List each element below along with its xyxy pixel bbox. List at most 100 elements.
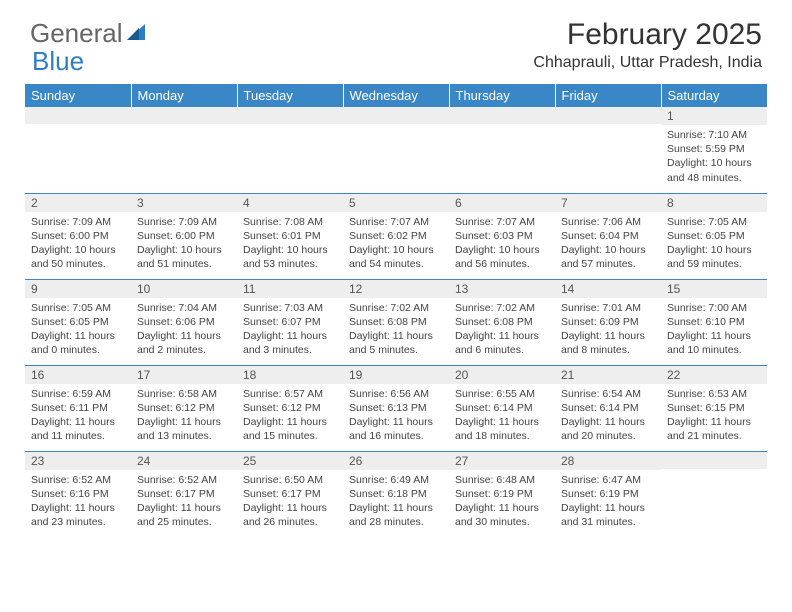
sunrise-text: Sunrise: 6:59 AM (31, 387, 125, 401)
calendar-day-cell: 21Sunrise: 6:54 AMSunset: 6:14 PMDayligh… (555, 365, 661, 451)
daylight-text: Daylight: 11 hours and 20 minutes. (561, 415, 655, 443)
calendar-day-cell: 5Sunrise: 7:07 AMSunset: 6:02 PMDaylight… (343, 193, 449, 279)
day-details: Sunrise: 7:04 AMSunset: 6:06 PMDaylight:… (131, 298, 237, 362)
day-number: 26 (343, 452, 449, 470)
day-details: Sunrise: 6:52 AMSunset: 6:16 PMDaylight:… (25, 470, 131, 534)
day-number: 28 (555, 452, 661, 470)
day-details: Sunrise: 7:07 AMSunset: 6:02 PMDaylight:… (343, 212, 449, 276)
daylight-text: Daylight: 10 hours and 54 minutes. (349, 243, 443, 271)
calendar-day-cell: 12Sunrise: 7:02 AMSunset: 6:08 PMDayligh… (343, 279, 449, 365)
calendar-week-row: 9Sunrise: 7:05 AMSunset: 6:05 PMDaylight… (25, 279, 767, 365)
calendar-day-cell: 20Sunrise: 6:55 AMSunset: 6:14 PMDayligh… (449, 365, 555, 451)
day-details: Sunrise: 7:02 AMSunset: 6:08 PMDaylight:… (343, 298, 449, 362)
calendar-day-cell: 19Sunrise: 6:56 AMSunset: 6:13 PMDayligh… (343, 365, 449, 451)
calendar-day-cell: 3Sunrise: 7:09 AMSunset: 6:00 PMDaylight… (131, 193, 237, 279)
day-number: 5 (343, 194, 449, 212)
sunset-text: Sunset: 6:16 PM (31, 487, 125, 501)
sunrise-text: Sunrise: 6:55 AM (455, 387, 549, 401)
day-number: 15 (661, 280, 767, 298)
day-details: Sunrise: 7:02 AMSunset: 6:08 PMDaylight:… (449, 298, 555, 362)
day-number: 21 (555, 366, 661, 384)
sunset-text: Sunset: 6:11 PM (31, 401, 125, 415)
day-number: 22 (661, 366, 767, 384)
calendar-day-cell: 28Sunrise: 6:47 AMSunset: 6:19 PMDayligh… (555, 451, 661, 537)
sunrise-text: Sunrise: 6:47 AM (561, 473, 655, 487)
sunrise-text: Sunrise: 7:02 AM (349, 301, 443, 315)
sunset-text: Sunset: 6:06 PM (137, 315, 231, 329)
sunset-text: Sunset: 6:07 PM (243, 315, 337, 329)
calendar-day-cell: 16Sunrise: 6:59 AMSunset: 6:11 PMDayligh… (25, 365, 131, 451)
sunrise-text: Sunrise: 7:02 AM (455, 301, 549, 315)
calendar-day-cell (343, 107, 449, 193)
daylight-text: Daylight: 11 hours and 5 minutes. (349, 329, 443, 357)
calendar-week-row: 16Sunrise: 6:59 AMSunset: 6:11 PMDayligh… (25, 365, 767, 451)
sunset-text: Sunset: 6:03 PM (455, 229, 549, 243)
day-details: Sunrise: 7:01 AMSunset: 6:09 PMDaylight:… (555, 298, 661, 362)
day-number (131, 107, 237, 124)
day-details: Sunrise: 6:53 AMSunset: 6:15 PMDaylight:… (661, 384, 767, 448)
sunrise-text: Sunrise: 7:07 AM (455, 215, 549, 229)
daylight-text: Daylight: 10 hours and 51 minutes. (137, 243, 231, 271)
calendar-day-cell: 7Sunrise: 7:06 AMSunset: 6:04 PMDaylight… (555, 193, 661, 279)
day-details: Sunrise: 6:57 AMSunset: 6:12 PMDaylight:… (237, 384, 343, 448)
day-details (343, 124, 449, 174)
sunset-text: Sunset: 6:14 PM (561, 401, 655, 415)
day-details: Sunrise: 6:47 AMSunset: 6:19 PMDaylight:… (555, 470, 661, 534)
calendar-day-cell: 17Sunrise: 6:58 AMSunset: 6:12 PMDayligh… (131, 365, 237, 451)
calendar-day-cell: 22Sunrise: 6:53 AMSunset: 6:15 PMDayligh… (661, 365, 767, 451)
calendar-week-row: 2Sunrise: 7:09 AMSunset: 6:00 PMDaylight… (25, 193, 767, 279)
calendar-day-cell: 18Sunrise: 6:57 AMSunset: 6:12 PMDayligh… (237, 365, 343, 451)
sunrise-text: Sunrise: 7:04 AM (137, 301, 231, 315)
sunrise-text: Sunrise: 6:50 AM (243, 473, 337, 487)
day-details: Sunrise: 7:03 AMSunset: 6:07 PMDaylight:… (237, 298, 343, 362)
calendar-week-row: 23Sunrise: 6:52 AMSunset: 6:16 PMDayligh… (25, 451, 767, 537)
day-number: 20 (449, 366, 555, 384)
day-details: Sunrise: 6:55 AMSunset: 6:14 PMDaylight:… (449, 384, 555, 448)
day-number: 18 (237, 366, 343, 384)
calendar-day-cell: 15Sunrise: 7:00 AMSunset: 6:10 PMDayligh… (661, 279, 767, 365)
day-details (555, 124, 661, 174)
sunset-text: Sunset: 6:10 PM (667, 315, 761, 329)
calendar-day-cell: 13Sunrise: 7:02 AMSunset: 6:08 PMDayligh… (449, 279, 555, 365)
calendar-day-cell (237, 107, 343, 193)
sunset-text: Sunset: 6:12 PM (137, 401, 231, 415)
day-details: Sunrise: 7:07 AMSunset: 6:03 PMDaylight:… (449, 212, 555, 276)
calendar-day-cell: 26Sunrise: 6:49 AMSunset: 6:18 PMDayligh… (343, 451, 449, 537)
calendar-day-cell: 14Sunrise: 7:01 AMSunset: 6:09 PMDayligh… (555, 279, 661, 365)
daylight-text: Daylight: 10 hours and 50 minutes. (31, 243, 125, 271)
daylight-text: Daylight: 10 hours and 48 minutes. (667, 156, 761, 184)
day-details: Sunrise: 6:52 AMSunset: 6:17 PMDaylight:… (131, 470, 237, 534)
daylight-text: Daylight: 10 hours and 59 minutes. (667, 243, 761, 271)
sunset-text: Sunset: 6:04 PM (561, 229, 655, 243)
month-title: February 2025 (533, 18, 762, 52)
sunrise-text: Sunrise: 7:03 AM (243, 301, 337, 315)
day-number: 2 (25, 194, 131, 212)
calendar-day-cell: 23Sunrise: 6:52 AMSunset: 6:16 PMDayligh… (25, 451, 131, 537)
day-details: Sunrise: 7:08 AMSunset: 6:01 PMDaylight:… (237, 212, 343, 276)
sunrise-text: Sunrise: 6:52 AM (31, 473, 125, 487)
sunset-text: Sunset: 6:05 PM (667, 229, 761, 243)
sunrise-text: Sunrise: 7:08 AM (243, 215, 337, 229)
day-number: 7 (555, 194, 661, 212)
sunrise-text: Sunrise: 7:01 AM (561, 301, 655, 315)
day-details: Sunrise: 6:54 AMSunset: 6:14 PMDaylight:… (555, 384, 661, 448)
day-details: Sunrise: 6:50 AMSunset: 6:17 PMDaylight:… (237, 470, 343, 534)
calendar-day-cell: 9Sunrise: 7:05 AMSunset: 6:05 PMDaylight… (25, 279, 131, 365)
sunrise-text: Sunrise: 7:05 AM (667, 215, 761, 229)
day-number (449, 107, 555, 124)
daylight-text: Daylight: 10 hours and 53 minutes. (243, 243, 337, 271)
daylight-text: Daylight: 11 hours and 28 minutes. (349, 501, 443, 529)
sunset-text: Sunset: 6:00 PM (137, 229, 231, 243)
sunrise-text: Sunrise: 6:52 AM (137, 473, 231, 487)
daylight-text: Daylight: 11 hours and 15 minutes. (243, 415, 337, 443)
weekday-header: Sunday (25, 84, 131, 107)
day-number (237, 107, 343, 124)
weekday-header: Thursday (449, 84, 555, 107)
day-number: 9 (25, 280, 131, 298)
day-details: Sunrise: 7:09 AMSunset: 6:00 PMDaylight:… (25, 212, 131, 276)
calendar-day-cell: 4Sunrise: 7:08 AMSunset: 6:01 PMDaylight… (237, 193, 343, 279)
location: Chhaprauli, Uttar Pradesh, India (533, 54, 762, 72)
day-number: 25 (237, 452, 343, 470)
logo-sail-icon (125, 18, 147, 49)
day-details: Sunrise: 7:00 AMSunset: 6:10 PMDaylight:… (661, 298, 767, 362)
